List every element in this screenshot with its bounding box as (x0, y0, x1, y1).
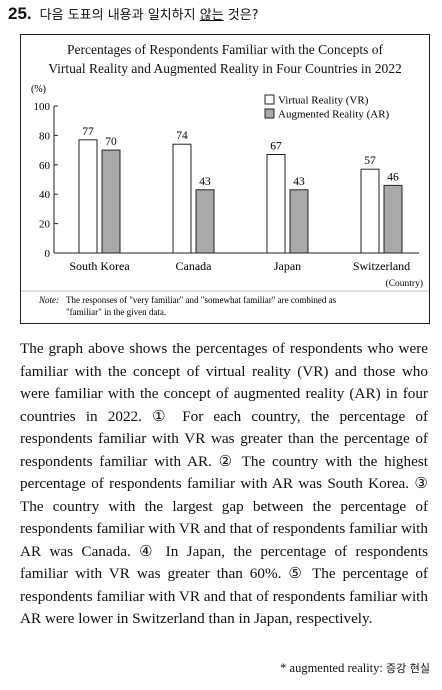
chart-title-line-1: Percentages of Respondents Familiar with… (66, 42, 384, 57)
ar-bar-south-korea (101, 149, 121, 254)
ar-bar-switzerland (383, 184, 403, 254)
legend-entry: Augmented Reality (AR) (278, 109, 390, 121)
x-category-label: Japan (274, 259, 301, 273)
legend-swatch (264, 94, 275, 105)
vr-bar-south-korea (78, 139, 98, 254)
chart-figure-box: Percentages of Respondents Familiar with… (20, 34, 430, 324)
chart-title-line-2: Virtual Reality and Augmented Reality in… (48, 61, 402, 76)
data-label: 67 (270, 141, 282, 153)
y-axis-unit-label: (%) (31, 84, 46, 95)
note-label: Note: (38, 295, 59, 305)
prompt-underlined-word: 않는 (199, 8, 224, 23)
question-prompt: 다음 도표의 내용과 일치하지 않는 것은? (40, 4, 259, 23)
vr-bar-japan (266, 154, 286, 254)
data-label: 70 (105, 136, 117, 148)
data-label: 77 (82, 126, 94, 138)
data-label: 43 (293, 176, 305, 188)
chart-title: Percentages of Respondents Familiar with… (21, 40, 429, 78)
prompt-part-1: 다음 도표의 내용과 일치하지 (39, 8, 196, 23)
footnote-marker: * (280, 661, 287, 675)
x-category-label: Switzerland (353, 259, 410, 273)
y-tick-label: 20 (39, 219, 51, 231)
data-label: 43 (199, 176, 211, 188)
passage-text: The graph above shows the percentages of… (20, 340, 428, 627)
y-tick-label: 0 (45, 248, 51, 260)
question-number: 25. (8, 4, 32, 23)
vr-bar-switzerland (360, 168, 380, 254)
data-label: 46 (387, 171, 399, 183)
vr-bar-canada (172, 143, 192, 254)
ar-bar-canada (195, 189, 215, 254)
legend-swatch (264, 108, 275, 119)
question-header: 25. 다음 도표의 내용과 일치하지 않는 것은? (8, 4, 259, 28)
ar-bar-japan (289, 189, 309, 254)
y-tick-label: 80 (39, 130, 51, 142)
footnote-gloss: 증강 현실 (386, 662, 430, 675)
x-axis-label: (Country) (386, 278, 423, 289)
note-text-line-2: "familiar" in the given data. (66, 307, 166, 317)
prompt-part-2: 것은? (227, 8, 259, 23)
note-text-line-1: The responses of "very familiar" and "so… (66, 295, 337, 305)
footnote-term: augmented reality: (289, 661, 383, 675)
footnote: * augmented reality: 증강 현실 (280, 660, 430, 676)
bar-chart: (%) 0 20 40 60 80 100 77 70 South Korea 74 43 Canada… (21, 84, 429, 317)
data-label: 74 (176, 130, 188, 142)
y-tick-label: 60 (39, 160, 51, 172)
data-label: 57 (364, 155, 376, 167)
y-tick-label: 100 (34, 101, 51, 113)
y-tick-label: 40 (39, 189, 51, 201)
x-category-label: Canada (176, 259, 213, 273)
legend-entry: Virtual Reality (VR) (278, 95, 369, 107)
x-category-label: South Korea (69, 259, 130, 273)
